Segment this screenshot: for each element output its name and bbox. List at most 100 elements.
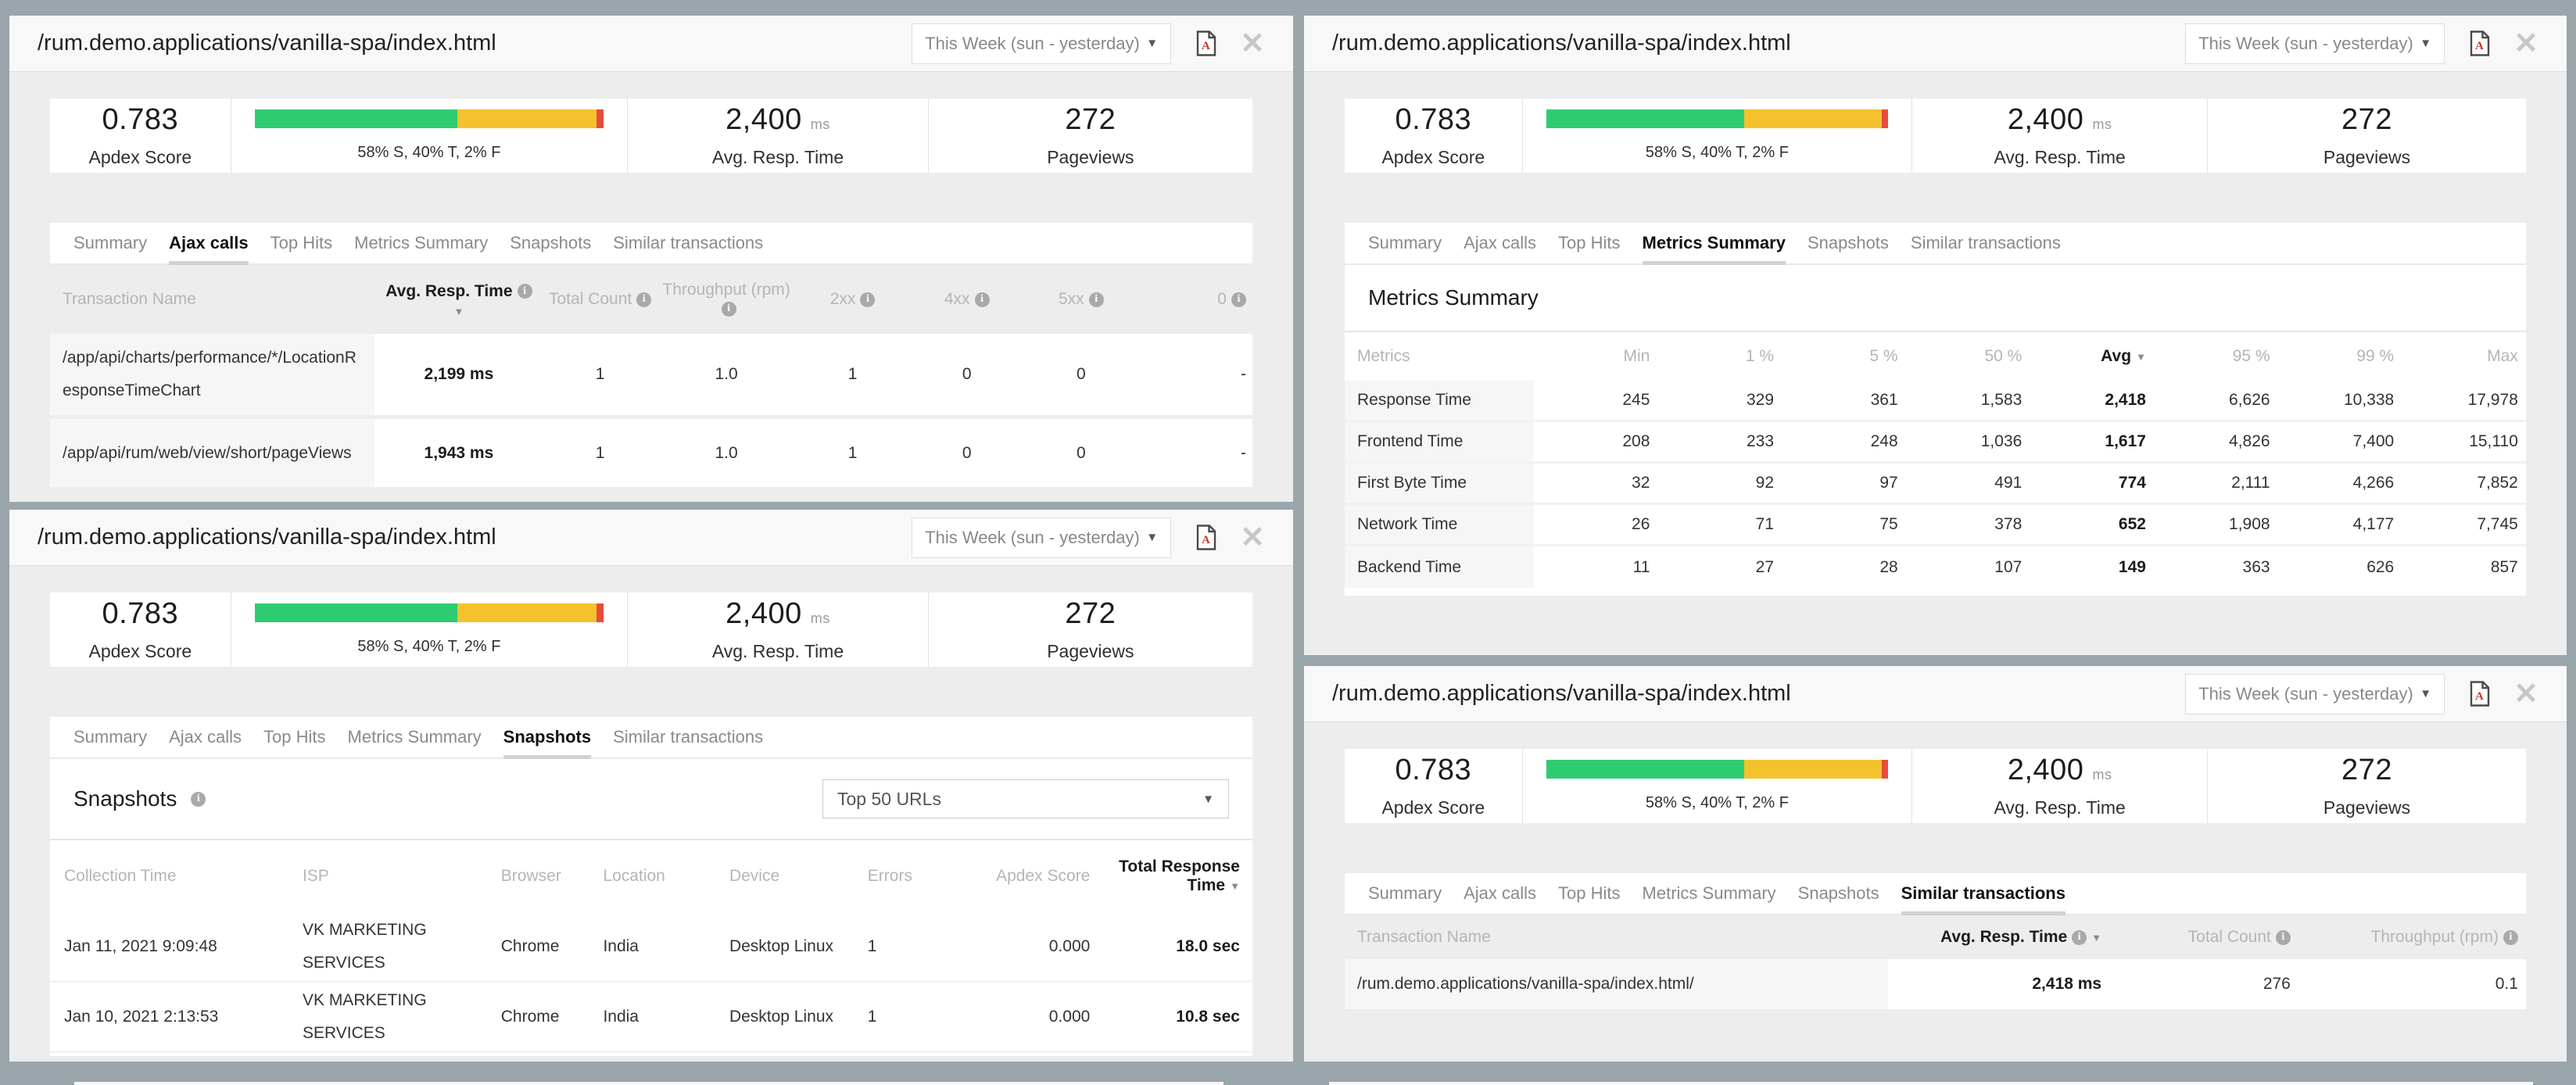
tab-snapshots[interactable]: Snapshots — [503, 727, 592, 759]
url-filter-dropdown[interactable]: Top 50 URLs ▼ — [822, 779, 1229, 818]
stat-apdex-bar: 58% S, 40% T, 2% F — [1521, 749, 1912, 823]
panel-header: /rum.demo.applications/vanilla-spa/index… — [9, 16, 1293, 72]
tab-metrics-summary[interactable]: Metrics Summary — [354, 233, 489, 252]
col-browser: Browser — [500, 867, 561, 885]
col-avg-resp-time[interactable]: Avg. Resp. Time i ▼ — [374, 282, 543, 317]
export-pdf-icon[interactable]: A — [2470, 30, 2490, 56]
close-icon[interactable]: ✕ — [2513, 677, 2538, 711]
resp-time-unit: ms — [810, 611, 830, 626]
tab-top-hits[interactable]: Top Hits — [1558, 233, 1621, 252]
info-icon[interactable]: i — [1088, 292, 1104, 307]
table-row[interactable]: /app/api/charts/performance/*/LocationRe… — [50, 334, 1252, 419]
tab-summary[interactable]: Summary — [73, 727, 148, 747]
info-icon[interactable]: i — [2503, 929, 2518, 945]
tab-top-hits[interactable]: Top Hits — [263, 727, 326, 747]
min-value: 245 — [1622, 391, 1650, 409]
metrics-summary-card: Summary Ajax calls Top Hits Metrics Summ… — [1345, 223, 2526, 596]
period-dropdown[interactable]: This Week (sun - yesterday) ▼ — [2185, 23, 2445, 64]
metric-name: First Byte Time — [1345, 464, 1534, 503]
tab-ajax-calls[interactable]: Ajax calls — [169, 727, 242, 747]
table-row[interactable]: Jan 11, 2021 9:09:48 VK MARKETING SERVIC… — [50, 912, 1252, 983]
tab-metrics-summary[interactable]: Metrics Summary — [1642, 883, 1776, 903]
stat-pageviews: 272 Pageviews — [927, 593, 1252, 667]
period-dropdown[interactable]: This Week (sun - yesterday) ▼ — [2185, 673, 2445, 714]
export-pdf-icon[interactable]: A — [1196, 30, 1216, 56]
resp-time-unit: ms — [2092, 116, 2112, 132]
info-icon[interactable]: i — [1231, 292, 1246, 307]
max-value: 17,978 — [2467, 391, 2518, 409]
avg-value: 1,617 — [2105, 432, 2146, 450]
apdex-value: 0.783 — [102, 597, 179, 630]
col-total-response-time[interactable]: Total Response Time ▼ — [1119, 858, 1240, 894]
info-icon[interactable]: i — [191, 791, 206, 807]
chevron-down-icon: ▼ — [1202, 792, 1214, 806]
tab-similar-transactions[interactable]: Similar transactions — [1910, 233, 2061, 252]
max-value: 7,852 — [2477, 474, 2518, 492]
avg-value: 2,418 — [2105, 391, 2146, 409]
info-icon[interactable]: i — [636, 292, 652, 307]
throughput: 0.1 — [2495, 975, 2518, 993]
p99-value: 4,177 — [2352, 515, 2395, 533]
tab-ajax-calls[interactable]: Ajax calls — [1464, 233, 1537, 252]
pageviews-value: 272 — [2341, 754, 2392, 786]
col-throughput[interactable]: Throughput (rpm)i — [2302, 928, 2526, 947]
snapshots-table: Collection Time ISP Browser Location Dev… — [50, 840, 1252, 1053]
min-value: 32 — [1632, 474, 1650, 492]
tab-metrics-summary[interactable]: Metrics Summary — [347, 727, 482, 747]
info-icon[interactable]: i — [974, 292, 990, 307]
col-total-count[interactable]: Total Count i — [2112, 928, 2302, 947]
col-avg[interactable]: Avg ▼ — [2101, 347, 2146, 365]
tab-snapshots[interactable]: Snapshots — [510, 233, 592, 252]
table-row[interactable]: /app/api/rum/web/view/short/pageViews 1,… — [50, 419, 1252, 491]
tab-ajax-calls[interactable]: Ajax calls — [1464, 883, 1537, 903]
tab-metrics-summary[interactable]: Metrics Summary — [1642, 233, 1786, 265]
period-dropdown[interactable]: This Week (sun - yesterday) ▼ — [912, 517, 1172, 558]
tab-similar-transactions[interactable]: Similar transactions — [613, 233, 764, 252]
info-icon[interactable]: i — [2275, 929, 2291, 945]
info-icon[interactable]: i — [721, 301, 736, 317]
resp-time-label: Avg. Resp. Time — [711, 147, 844, 167]
p50-value: 1,583 — [1980, 391, 2022, 409]
col-isp: ISP — [302, 867, 329, 885]
period-dropdown[interactable]: This Week (sun - yesterday) ▼ — [912, 23, 1172, 64]
transaction-name: /app/api/rum/web/view/short/pageViews — [50, 419, 375, 487]
info-icon[interactable]: i — [2072, 929, 2087, 945]
tab-summary[interactable]: Summary — [1368, 883, 1442, 903]
tab-top-hits[interactable]: Top Hits — [270, 233, 333, 252]
p95-value: 1,908 — [2229, 515, 2270, 533]
close-icon[interactable]: ✕ — [1240, 521, 1265, 554]
table-row[interactable]: /rum.demo.applications/vanilla-spa/index… — [1345, 959, 2526, 1009]
info-icon[interactable]: i — [517, 284, 532, 299]
ajax-calls-table: Transaction Name Avg. Resp. Time i ▼ Tota… — [50, 265, 1252, 491]
export-pdf-icon[interactable]: A — [1196, 525, 1216, 550]
close-icon[interactable]: ✕ — [1240, 27, 1265, 60]
location: India — [603, 1007, 639, 1026]
sort-caret-icon: ▼ — [2091, 931, 2102, 944]
tab-ajax-calls[interactable]: Ajax calls — [169, 233, 249, 265]
url-filter-value: Top 50 URLs — [837, 788, 941, 809]
max-value: 7,745 — [2477, 515, 2518, 533]
table-row: First Byte Time 32 92 97 491 774 2,111 4… — [1345, 464, 2526, 505]
col-total-count[interactable]: Total Count i — [543, 290, 657, 309]
tab-similar-transactions[interactable]: Similar transactions — [1901, 883, 2066, 915]
close-icon[interactable]: ✕ — [2513, 27, 2538, 60]
col-avg-resp-time[interactable]: Avg. Resp. Time i ▼ — [1940, 928, 2102, 946]
similar-transactions-table: Transaction Name Avg. Resp. Time i ▼ Total… — [1345, 915, 2526, 1009]
metrics-table: Metrics Min 1 % 5 % 50 % Avg ▼ 95 % 99 % … — [1345, 332, 2526, 593]
tab-snapshots[interactable]: Snapshots — [1797, 883, 1879, 903]
col-throughput[interactable]: Throughput (rpm)i — [657, 281, 796, 318]
avg-value: 652 — [2118, 515, 2146, 533]
tolerating-segment — [1744, 760, 1882, 779]
tab-snapshots[interactable]: Snapshots — [1807, 233, 1889, 252]
tab-summary[interactable]: Summary — [73, 233, 148, 252]
tab-top-hits[interactable]: Top Hits — [1558, 883, 1621, 903]
tab-similar-transactions[interactable]: Similar transactions — [613, 727, 764, 747]
frustrated-segment — [1881, 760, 1889, 779]
p50-value: 378 — [1994, 515, 2022, 533]
stat-apdex: 0.783 Apdex Score — [50, 593, 231, 667]
export-pdf-icon[interactable]: A — [2470, 681, 2490, 707]
table-row[interactable]: Jan 10, 2021 2:13:53 VK MARKETING SERVIC… — [50, 983, 1252, 1053]
tab-summary[interactable]: Summary — [1368, 233, 1442, 252]
info-icon[interactable]: i — [860, 292, 876, 307]
status-0: - — [1240, 365, 1246, 383]
